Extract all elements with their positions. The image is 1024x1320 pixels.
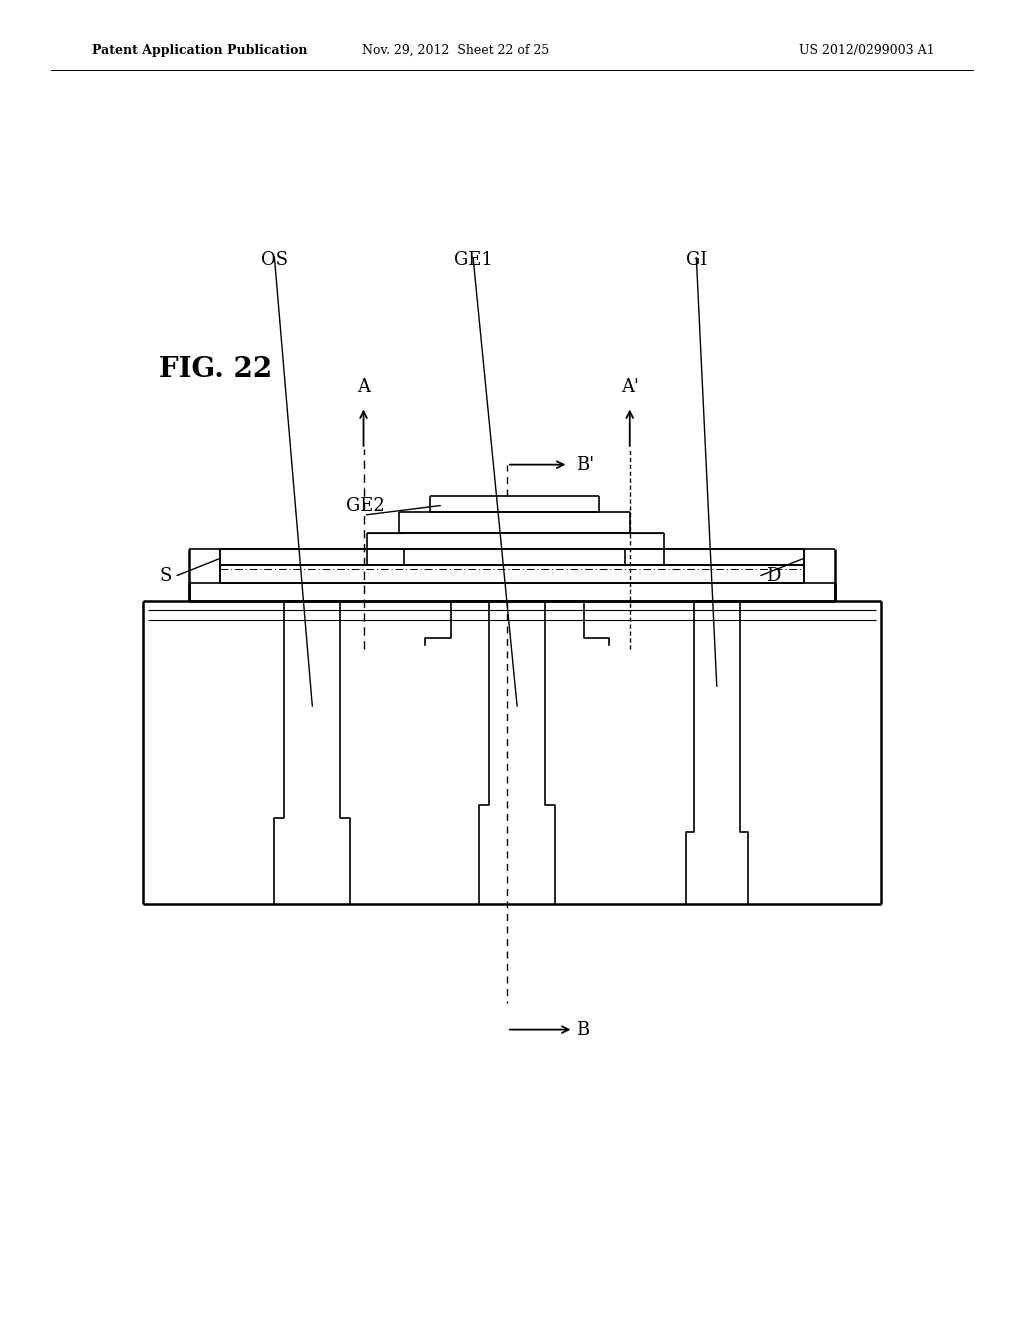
Text: US 2012/0299003 A1: US 2012/0299003 A1 xyxy=(799,44,934,57)
Text: Patent Application Publication: Patent Application Publication xyxy=(92,44,307,57)
Text: A: A xyxy=(357,378,370,396)
Text: GE1: GE1 xyxy=(454,251,493,269)
Text: B: B xyxy=(577,1020,590,1039)
Text: S: S xyxy=(160,566,172,585)
Text: D: D xyxy=(766,566,780,585)
Text: B': B' xyxy=(577,455,595,474)
Text: OS: OS xyxy=(261,251,288,269)
Text: FIG. 22: FIG. 22 xyxy=(159,356,272,383)
Text: Nov. 29, 2012  Sheet 22 of 25: Nov. 29, 2012 Sheet 22 of 25 xyxy=(362,44,549,57)
Text: GE2: GE2 xyxy=(346,496,385,515)
Text: A': A' xyxy=(621,378,639,396)
Text: GI: GI xyxy=(686,251,707,269)
